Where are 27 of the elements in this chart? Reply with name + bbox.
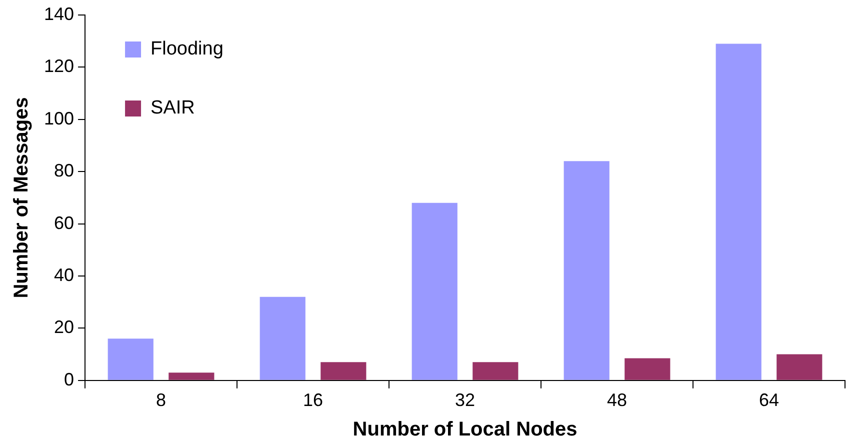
x-tick-label: 64 <box>758 390 780 410</box>
bar <box>320 362 366 380</box>
bar <box>412 202 458 380</box>
bar <box>108 338 154 380</box>
x-tick-label: 16 <box>303 390 324 410</box>
y-axis-title: Number of Messages <box>10 97 33 298</box>
y-tick-label: 80 <box>54 160 74 181</box>
bar <box>564 161 610 380</box>
y-tick-label: 20 <box>54 317 74 338</box>
y-tick-label: 0 <box>64 369 74 390</box>
bar <box>716 44 762 380</box>
y-tick-label: 120 <box>44 56 74 76</box>
x-tick-label: 8 <box>156 390 166 410</box>
bar <box>624 358 670 380</box>
y-tick-label: 40 <box>54 264 74 285</box>
y-tick-label: 100 <box>44 108 74 128</box>
y-tick-label: 60 <box>54 212 74 233</box>
x-tick-label: 48 <box>606 390 628 410</box>
x-axis-title: Number of Local Nodes <box>352 418 578 441</box>
bar <box>776 354 822 380</box>
bar <box>168 372 214 380</box>
legend-label: SAIR <box>150 98 195 119</box>
y-tick-label: 140 <box>44 4 74 24</box>
bar <box>472 362 518 380</box>
bar <box>260 296 306 380</box>
legend-label: Flooding <box>150 38 224 60</box>
x-tick-label: 32 <box>455 390 476 410</box>
